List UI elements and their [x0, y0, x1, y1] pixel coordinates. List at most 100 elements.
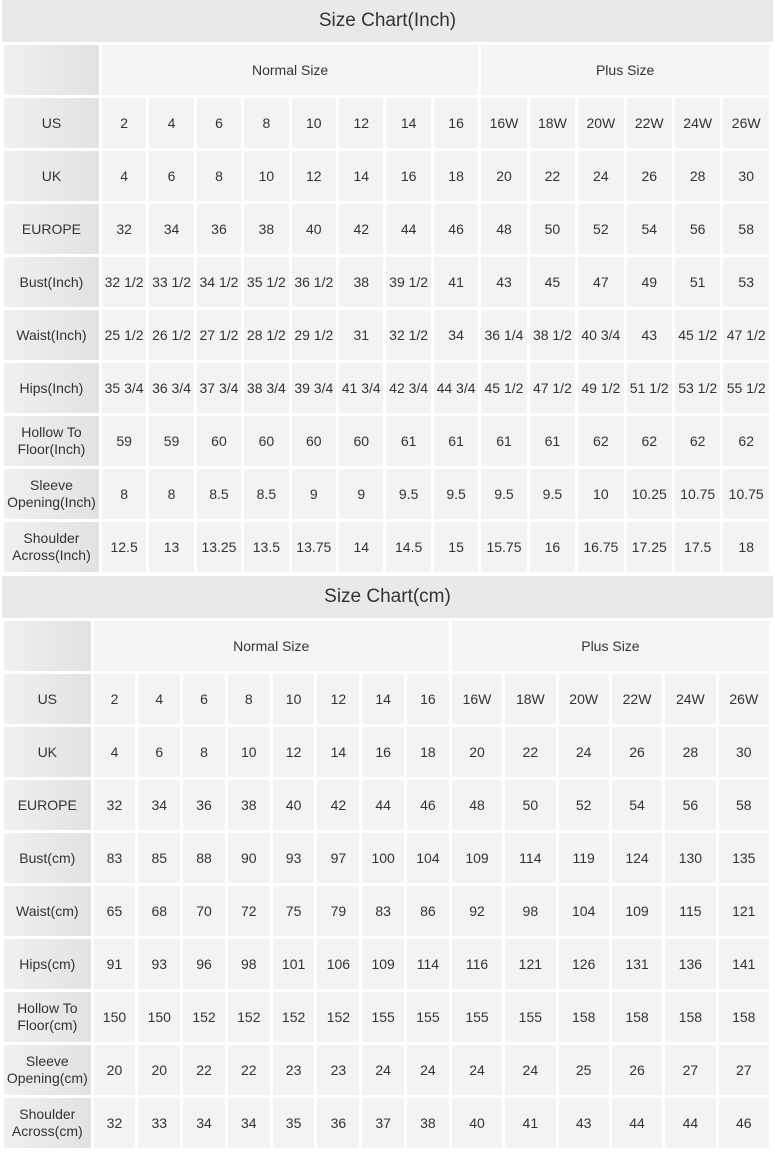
size-cell: 10.75 — [723, 469, 769, 519]
size-cell: 16 — [433, 98, 479, 148]
size-cell: 24W — [665, 674, 716, 724]
size-cell: 46 — [718, 1098, 769, 1148]
size-cell: 20 — [93, 1045, 136, 1095]
size-cell: 38 — [339, 257, 384, 307]
table-row: Bust(cm) 83 85 88 90 93 97 100 104 109 114 119 124 13… — [4, 833, 769, 883]
size-cell: 150 — [138, 992, 181, 1042]
size-cell: 39 1/2 — [386, 257, 431, 307]
table-row: UK 4 6 8 10 12 14 16 18 20 22 24 26 28 30 — [4, 727, 769, 777]
size-cell: 38 3/4 — [244, 363, 289, 413]
size-cell: 85 — [138, 833, 181, 883]
size-cell: 91 — [93, 939, 136, 989]
size-cell: 97 — [317, 833, 360, 883]
size-cell: 34 — [138, 780, 181, 830]
size-cell: 23 — [272, 1045, 315, 1095]
size-cell: 158 — [665, 992, 716, 1042]
size-cell: 47 1/2 — [723, 310, 769, 360]
size-cell: 13.75 — [291, 522, 337, 572]
size-cell: 56 — [674, 204, 721, 254]
size-cell: 34 — [227, 1098, 270, 1148]
row-label: US — [4, 98, 99, 148]
size-cell: 121 — [718, 886, 769, 936]
size-cell: 18W — [529, 98, 576, 148]
size-cell: 44 — [386, 204, 431, 254]
size-cell: 34 — [433, 310, 479, 360]
size-cell: 36 1/2 — [291, 257, 337, 307]
size-cell: 32 1/2 — [386, 310, 431, 360]
size-cell: 121 — [505, 939, 556, 989]
size-cell: 26 — [611, 1045, 663, 1095]
size-cell: 10.25 — [626, 469, 672, 519]
size-cell: 109 — [611, 886, 663, 936]
size-cell: 16W — [481, 98, 527, 148]
size-cell: 155 — [505, 992, 556, 1042]
group-header: Normal Size — [101, 45, 479, 95]
size-cell: 12 — [272, 727, 315, 777]
table-row: UK 4 6 8 10 12 14 16 18 20 22 24 26 28 30 — [4, 151, 769, 201]
size-cell: 36 — [317, 1098, 360, 1148]
size-cell: 152 — [272, 992, 315, 1042]
size-cell: 17.25 — [626, 522, 672, 572]
size-cell: 26 1/2 — [149, 310, 194, 360]
size-cell: 25 1/2 — [101, 310, 147, 360]
size-cell: 27 — [718, 1045, 769, 1095]
size-cell: 32 1/2 — [101, 257, 147, 307]
size-cell: 8 — [149, 469, 194, 519]
size-cell: 14.5 — [386, 522, 431, 572]
size-cell: 72 — [227, 886, 270, 936]
size-chart-inch: Size Chart(Inch) Normal Size Plus Size US 2… — [2, 0, 773, 575]
size-cell: 33 — [138, 1098, 181, 1148]
size-cell: 30 — [718, 727, 769, 777]
row-label: Bust(Inch) — [4, 257, 99, 307]
size-cell: 59 — [101, 416, 147, 466]
size-cell: 54 — [626, 204, 672, 254]
size-cell: 61 — [433, 416, 479, 466]
size-cell: 158 — [558, 992, 609, 1042]
size-cell: 38 1/2 — [529, 310, 576, 360]
size-cell: 9 — [291, 469, 337, 519]
size-cell: 24 — [578, 151, 624, 201]
size-cell: 48 — [451, 780, 503, 830]
size-cell: 24 — [558, 727, 609, 777]
row-label: Hips(cm) — [4, 939, 91, 989]
size-cell: 40 — [451, 1098, 503, 1148]
table-row: US 2 4 6 8 10 12 14 16 16W 18W 20W 22W 24W 26W — [4, 674, 769, 724]
size-cell: 101 — [272, 939, 315, 989]
row-label: Shoulder Across(cm) — [4, 1098, 91, 1148]
size-cell: 60 — [291, 416, 337, 466]
size-cell: 48 — [481, 204, 527, 254]
size-cell: 38 — [407, 1098, 449, 1148]
table-row: Waist(cm) 65 68 70 72 75 79 83 86 92 98 104 109 115 12… — [4, 886, 769, 936]
size-cell: 150 — [93, 992, 136, 1042]
size-cell: 24 — [407, 1045, 449, 1095]
row-label: US — [4, 674, 91, 724]
size-cell: 59 — [149, 416, 194, 466]
size-cell: 8 — [196, 151, 242, 201]
size-cell: 40 3/4 — [578, 310, 624, 360]
size-cell: 98 — [505, 886, 556, 936]
size-cell: 114 — [407, 939, 449, 989]
size-cell: 25 — [558, 1045, 609, 1095]
size-cell: 27 — [665, 1045, 716, 1095]
size-cell: 26W — [723, 98, 769, 148]
size-cell: 14 — [317, 727, 360, 777]
size-cell: 6 — [183, 674, 225, 724]
size-cell: 53 1/2 — [674, 363, 721, 413]
size-cell: 158 — [611, 992, 663, 1042]
size-cell: 93 — [272, 833, 315, 883]
size-cell: 41 3/4 — [339, 363, 384, 413]
row-label: UK — [4, 727, 91, 777]
size-cell: 20W — [578, 98, 624, 148]
size-cell: 34 — [149, 204, 194, 254]
table-row: Bust(Inch) 32 1/2 33 1/2 34 1/2 35 1/2 36 1/2… — [4, 257, 769, 307]
size-cell: 62 — [626, 416, 672, 466]
size-cell: 56 — [665, 780, 716, 830]
size-cell: 75 — [272, 886, 315, 936]
size-cell: 20 — [138, 1045, 181, 1095]
row-label: Hollow To Floor(cm) — [4, 992, 91, 1042]
size-cell: 28 — [674, 151, 721, 201]
size-cell: 18 — [407, 727, 449, 777]
size-cell: 55 1/2 — [723, 363, 769, 413]
size-cell: 124 — [611, 833, 663, 883]
size-cell: 90 — [227, 833, 270, 883]
